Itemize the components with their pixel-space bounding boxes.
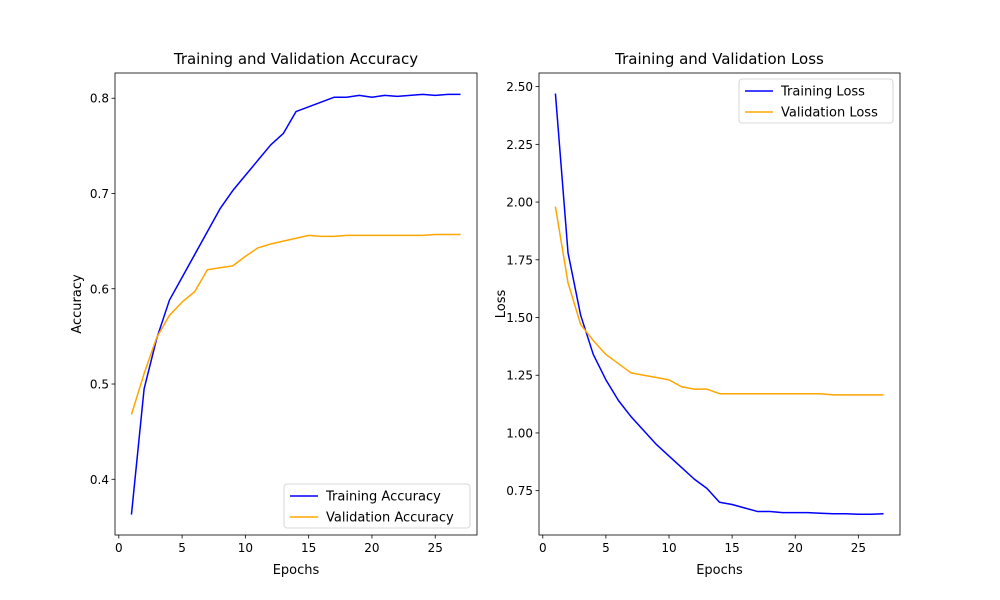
x-tick-label: 25 bbox=[851, 541, 866, 555]
y-tick-label: 0.8 bbox=[90, 92, 109, 106]
y-tick-label: 1.50 bbox=[506, 311, 533, 325]
legend-label: Training Loss bbox=[780, 85, 865, 100]
chart-title: Training and Validation Accuracy bbox=[173, 50, 418, 68]
y-tick-label: 0.4 bbox=[90, 473, 109, 487]
chart-1: Training and Validation Accuracy 0 5 10 15 20… bbox=[70, 50, 478, 578]
legend-label: Validation Loss bbox=[781, 106, 878, 121]
legend: Training Loss Validation Loss bbox=[738, 78, 894, 124]
chart-title: Training and Validation Loss bbox=[614, 50, 824, 68]
legend-box bbox=[738, 78, 894, 124]
legend-label: Validation Accuracy bbox=[326, 511, 454, 526]
x-tick-label: 20 bbox=[364, 541, 379, 555]
y-tick-label: 0.7 bbox=[90, 187, 109, 201]
x-tick-label: 25 bbox=[428, 541, 443, 555]
y-tick-label: 2.00 bbox=[506, 196, 533, 210]
y-axis-label: Accuracy bbox=[70, 274, 85, 334]
legend-box bbox=[283, 483, 471, 529]
y-axis-label: Loss bbox=[494, 290, 509, 319]
legend: Training Accuracy Validation Accuracy bbox=[283, 483, 471, 529]
y-tick-label: 0.6 bbox=[90, 282, 109, 296]
x-tick-label: 10 bbox=[661, 541, 676, 555]
y-tick-label: 1.00 bbox=[506, 426, 533, 440]
series-line-training-loss bbox=[554, 93, 884, 515]
x-tick-label: 15 bbox=[724, 541, 739, 555]
x-axis-label: Epochs bbox=[696, 563, 743, 578]
x-axis-label: Epochs bbox=[273, 563, 320, 578]
x-tick-label: 10 bbox=[238, 541, 253, 555]
y-tick-label: 2.25 bbox=[506, 138, 533, 152]
axes-frame bbox=[538, 72, 901, 536]
series-line-validation-loss bbox=[554, 206, 884, 396]
x-tick-label: 0 bbox=[115, 541, 123, 555]
x-tick-label: 0 bbox=[539, 541, 547, 555]
y-tick-label: 2.50 bbox=[506, 80, 533, 94]
y-tick-label: 1.25 bbox=[506, 369, 533, 383]
series-line-training-accuracy bbox=[130, 93, 461, 515]
x-tick-label: 5 bbox=[602, 541, 610, 555]
x-tick-label: 5 bbox=[178, 541, 186, 555]
axes-frame bbox=[114, 72, 478, 536]
x-tick-label: 15 bbox=[301, 541, 316, 555]
y-tick-label: 0.75 bbox=[506, 484, 533, 498]
chart-2: Training and Validation Loss 0 5 10 15 20 25 0.… bbox=[494, 50, 901, 578]
x-tick-label: 20 bbox=[788, 541, 803, 555]
legend-label: Training Accuracy bbox=[325, 490, 441, 505]
series-line-validation-accuracy bbox=[130, 233, 461, 415]
y-tick-label: 0.5 bbox=[90, 378, 109, 392]
y-tick-label: 1.75 bbox=[506, 253, 533, 267]
